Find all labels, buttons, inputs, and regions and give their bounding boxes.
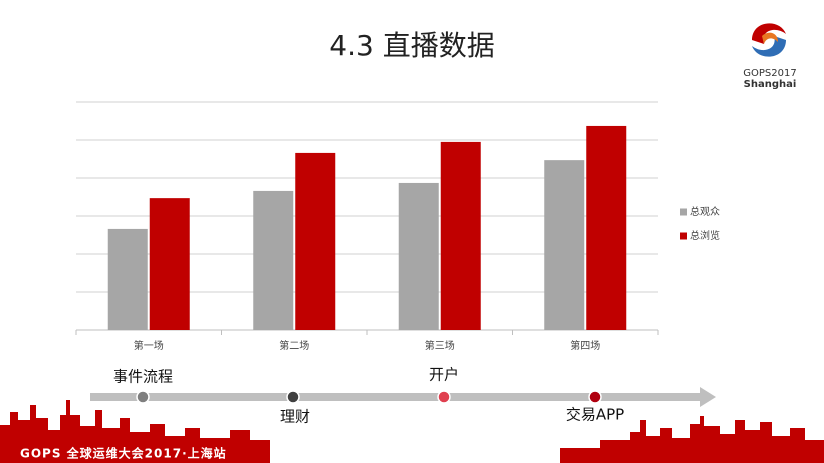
timeline-dot xyxy=(588,390,602,404)
legend-label: 总浏览 xyxy=(690,229,720,242)
timeline-label: 开户 xyxy=(429,366,459,384)
timeline-dot xyxy=(286,390,300,404)
timeline: 事件流程 理财 开户 交易APP xyxy=(90,366,716,426)
logo-swirl xyxy=(762,32,778,44)
x-tick-label: 第二场 xyxy=(279,339,309,352)
logo-swirl xyxy=(752,23,786,44)
chart-title: 4.3 直播数据 xyxy=(329,29,494,62)
bar xyxy=(440,141,481,330)
bar xyxy=(295,152,336,330)
legend-swatch xyxy=(680,208,687,216)
skyline-left xyxy=(0,400,270,463)
bar xyxy=(398,182,439,330)
bar xyxy=(149,198,190,330)
x-tick-label: 第三场 xyxy=(425,339,455,352)
timeline-bar xyxy=(90,393,700,401)
timeline-dot xyxy=(136,390,150,404)
logo-text: GOPS2017 xyxy=(743,68,796,79)
skyline: GOPS 全球运维大会2017·上海站 xyxy=(0,400,824,463)
timeline-arrow xyxy=(700,387,716,407)
footer-text: GOPS 全球运维大会2017·上海站 xyxy=(20,446,227,461)
bar xyxy=(586,125,627,330)
timeline-label: 交易APP xyxy=(566,406,624,424)
legend-label: 总观众 xyxy=(690,205,720,218)
bar xyxy=(544,160,585,330)
timeline-label: 事件流程 xyxy=(113,368,173,386)
logo-text: Shanghai xyxy=(744,79,797,90)
timeline-dot xyxy=(437,390,451,404)
logo: GOPS2017 Shanghai xyxy=(743,23,797,90)
legend-swatch xyxy=(680,232,687,240)
skyline-right xyxy=(560,416,824,463)
x-tick-label: 第四场 xyxy=(570,339,600,352)
bar xyxy=(107,228,148,330)
x-tick-label: 第一场 xyxy=(134,339,164,352)
timeline-label: 理财 xyxy=(280,408,310,426)
bar xyxy=(253,190,294,330)
